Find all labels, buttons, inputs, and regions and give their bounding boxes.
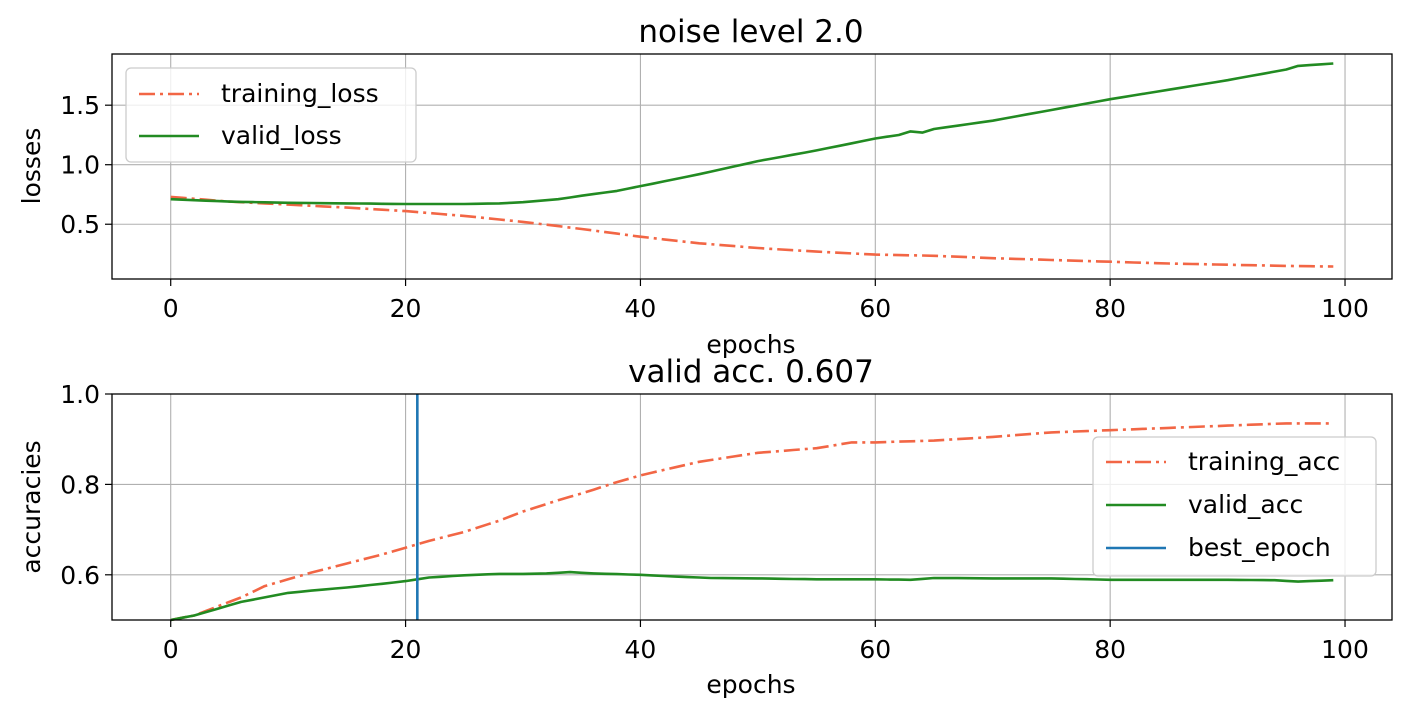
accuracies-y-ticks: 0.6 0.8 1.0 <box>60 380 112 590</box>
losses-x-tick-label: 40 <box>625 294 657 323</box>
accuracies-x-tick-label: 80 <box>1094 635 1126 664</box>
accuracies-x-tick-label: 100 <box>1321 635 1369 664</box>
accuracies-plot-area <box>170 394 1334 622</box>
accuracies-x-ticks: 0 20 40 60 80 100 <box>163 620 1369 664</box>
losses-x-tick-label: 0 <box>163 294 179 323</box>
training-acc-legend-label: training_acc <box>1188 447 1340 476</box>
losses-x-tick-label: 60 <box>859 294 891 323</box>
accuracies-x-axis-label: epochs <box>706 670 795 699</box>
accuracies-legend-box <box>1092 436 1377 577</box>
losses-legend: training_loss valid_loss <box>125 67 417 163</box>
accuracies-y-tick-label: 0.6 <box>60 561 100 590</box>
valid-loss-legend-label: valid_loss <box>221 121 342 150</box>
losses-panel: noise level 2.0 0 20 40 60 80 100 0.5 1.0 1.5 e… <box>17 14 1393 359</box>
losses-plot-area <box>170 62 1334 268</box>
losses-x-tick-label: 80 <box>1094 294 1126 323</box>
losses-y-tick-label: 1.5 <box>60 91 100 120</box>
accuracies-axes-frame <box>111 393 1393 621</box>
losses-x-ticks: 0 20 40 60 80 100 <box>163 279 1369 323</box>
losses-x-axis-label: epochs <box>706 330 795 359</box>
losses-y-tick-label: 1.0 <box>60 151 100 180</box>
best-epoch-legend-label: best_epoch <box>1188 533 1331 562</box>
losses-x-tick-label: 100 <box>1321 294 1369 323</box>
accuracies-title: valid acc. 0.607 <box>628 354 874 390</box>
accuracies-x-tick-label: 20 <box>390 635 422 664</box>
losses-y-ticks: 0.5 1.0 1.5 <box>60 91 112 239</box>
losses-legend-box <box>125 67 417 163</box>
accuracies-y-tick-label: 1.0 <box>60 380 100 409</box>
training-loss-line <box>170 195 1334 268</box>
accuracies-x-tick-label: 0 <box>163 635 179 664</box>
losses-y-tick-label: 0.5 <box>60 210 100 239</box>
accuracies-panel: valid acc. 0.607 0 20 40 60 80 100 0.60.81.0 … <box>17 354 1393 699</box>
valid-loss-line <box>170 62 1334 206</box>
accuracies-x-tick-label: 60 <box>859 635 891 664</box>
valid-acc-line <box>170 570 1334 622</box>
training-loss-legend-label: training_loss <box>221 79 379 108</box>
accuracies-y-axis-label: accuracies <box>17 440 46 573</box>
accuracies-x-tick-label: 40 <box>625 635 657 664</box>
accuracies-legend: training_acc valid_acc best_epoch <box>1092 436 1377 577</box>
losses-grid <box>112 54 1392 279</box>
losses-axes-frame <box>111 53 1393 280</box>
losses-y-axis-label: losses <box>17 128 46 205</box>
losses-x-tick-label: 20 <box>390 294 422 323</box>
valid-acc-legend-label: valid_acc <box>1188 490 1303 519</box>
training-acc-line <box>170 422 1334 622</box>
accuracies-y-tick-label: 0.8 <box>60 470 100 499</box>
losses-title: noise level 2.0 <box>638 14 863 50</box>
